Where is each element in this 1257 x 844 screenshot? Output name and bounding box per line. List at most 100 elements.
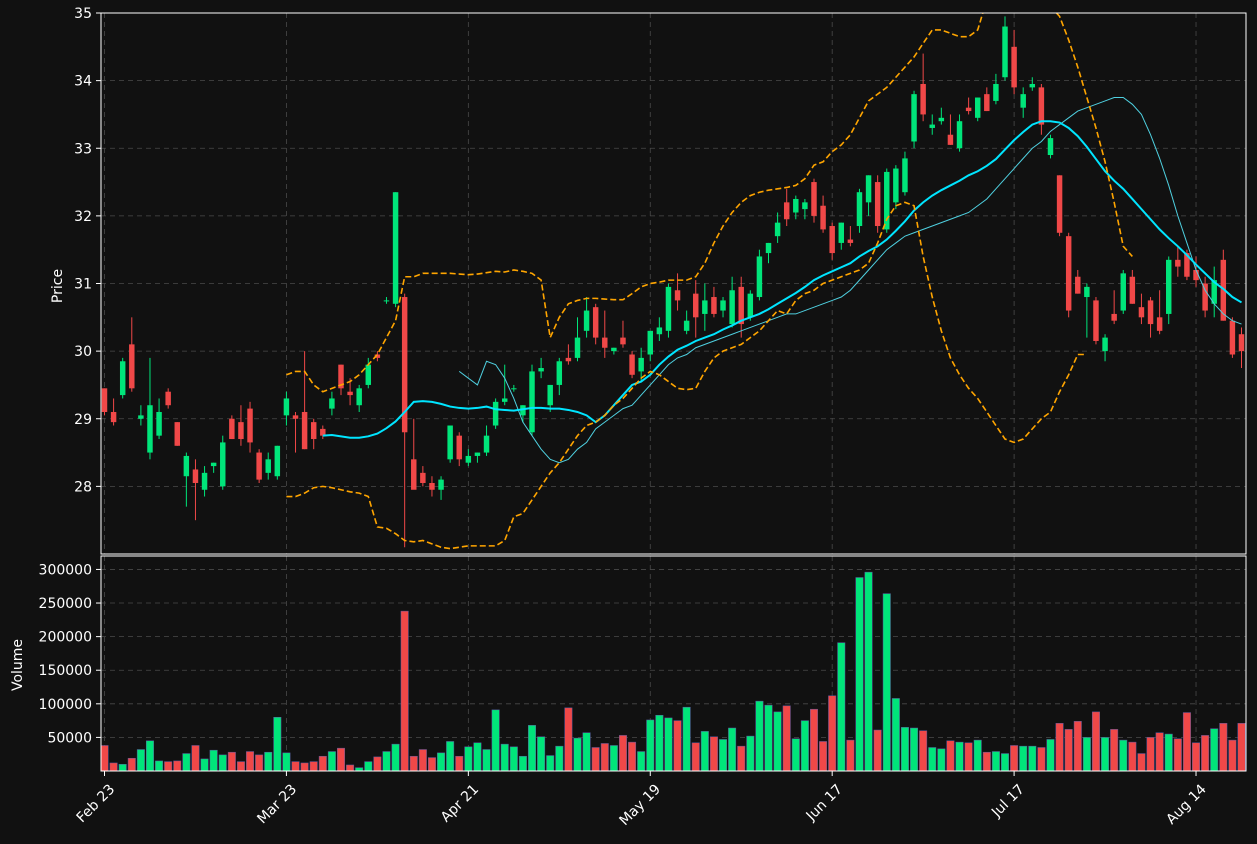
volume-bar [1192,742,1200,771]
candle-body [374,354,381,358]
candle-body [1111,313,1117,321]
candle-body [1211,280,1217,304]
candle-body [665,286,672,331]
volume-bar [800,720,809,771]
candle-body [811,182,817,216]
volume-bar [773,711,782,771]
candle-body [383,300,390,302]
volume-bar [482,749,491,771]
candle-body [365,364,372,385]
price-tick-label: 33 [74,141,92,157]
candle-body [447,425,453,460]
volume-bar [1010,745,1019,771]
candle-body [738,286,744,325]
candle-body [429,482,435,490]
volume-bar [218,754,227,771]
candle-body [1011,46,1017,88]
volume-tick-label: 300000 [39,562,92,578]
volume-bar [337,747,345,771]
candle-body [583,310,590,331]
candle-body [1102,337,1108,352]
candle-body [656,327,663,335]
candle-body [629,354,635,375]
candle-body [347,391,353,396]
candle-body [711,297,717,314]
candle-body [356,388,362,406]
volume-bar [719,739,728,771]
candle-body [529,371,535,433]
volume-bar [364,761,373,771]
candle-body [156,411,162,436]
volume-bar [1019,745,1028,771]
candle-body [1120,273,1126,311]
price-axis-label: Price [50,269,66,303]
volume-bar [455,755,464,771]
volume-bar [728,727,737,771]
volume-bar [1119,739,1128,771]
volume-bar [1164,733,1173,771]
candle-body [301,411,308,450]
candle-body [1038,87,1045,125]
candle-body [565,357,572,362]
volume-bar [737,745,746,771]
ma-short-line [458,97,1242,464]
volume-bar [937,748,946,771]
volume-bar [491,709,500,771]
volume-tick-label: 200000 [39,630,92,646]
volume-bar [546,755,555,771]
volume-bar [628,741,637,771]
volume-bar [309,761,318,771]
volume-bar [173,760,182,771]
volume-bar [673,720,682,771]
volume-bar [700,731,709,771]
candle-body [320,428,326,436]
volume-bar [928,747,937,771]
candle-body [1147,300,1154,325]
volume-tick-label: 100000 [39,697,92,713]
volume-bar [127,757,136,771]
candle-body [101,388,108,412]
volume-bar [655,714,664,771]
volume-bar [164,761,173,771]
candle-body [929,124,935,128]
volume-bar [600,743,609,771]
volume-bar [837,642,846,771]
volume-bar [891,698,900,771]
candle-body [129,344,135,389]
volume-bar [991,751,1000,771]
volume-bar [1091,711,1100,771]
candle-body [465,455,472,463]
volume-bar [573,737,582,771]
price-tick-label: 34 [74,74,92,90]
price-panel: 28 29 30 31 32 33 34 35 [74,6,1247,555]
volume-bar [209,749,218,771]
candle-body [274,445,281,477]
candle-body [283,398,290,416]
candle-body [1238,334,1245,352]
volume-bar [618,735,627,771]
volume-frame [100,555,1247,772]
volume-bar [300,762,309,771]
volume-bar [682,706,691,771]
volume-tick-label: 50000 [47,730,92,746]
volume-series [101,571,1246,771]
candle-body [119,361,126,396]
candle-body [1002,26,1008,78]
volume-bar [227,751,236,771]
volume-bar [964,742,973,771]
price-tick-label: 28 [74,479,92,495]
candle-body [310,422,317,440]
candle-body [993,84,999,101]
volume-bar [1064,729,1073,771]
candle-body [765,242,772,254]
volume-bar [327,751,336,771]
candle-body [974,97,981,118]
candle-body [138,415,144,419]
candle-body [783,202,790,220]
candle-body [674,290,681,301]
volume-bar [1110,729,1119,771]
volume-bar [155,760,164,771]
candle-body [229,418,235,440]
candle-body [847,239,854,243]
